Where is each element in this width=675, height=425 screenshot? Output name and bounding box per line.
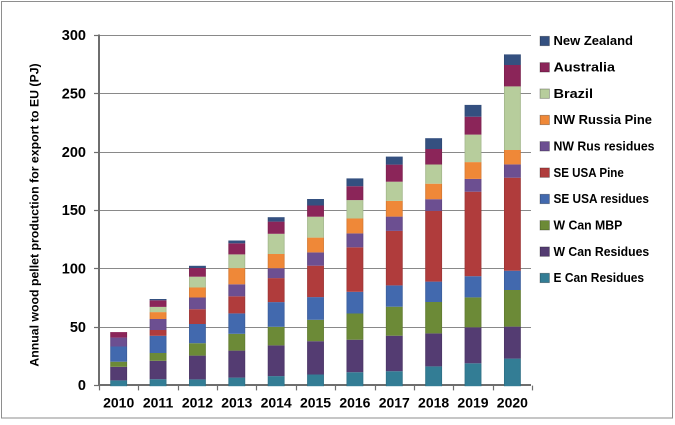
svg-text:2013: 2013 (221, 395, 252, 411)
svg-text:SE USA residues: SE USA residues (554, 191, 649, 206)
svg-text:Brazil: Brazil (554, 86, 594, 101)
svg-text:2020: 2020 (497, 395, 528, 411)
svg-text:E Can Residues: E Can Residues (554, 270, 645, 285)
svg-text:2012: 2012 (182, 395, 213, 411)
svg-text:2016: 2016 (339, 395, 370, 411)
svg-text:250: 250 (62, 87, 86, 103)
svg-text:200: 200 (62, 145, 86, 161)
svg-text:2017: 2017 (379, 395, 410, 411)
svg-text:NW Rus residues: NW Rus residues (554, 139, 655, 154)
svg-text:W Can MBP: W Can MBP (554, 218, 623, 233)
svg-text:Australia: Australia (554, 60, 616, 75)
svg-text:150: 150 (62, 203, 86, 219)
svg-text:0: 0 (78, 378, 86, 394)
svg-text:100: 100 (62, 262, 86, 278)
svg-text:2018: 2018 (418, 395, 449, 411)
svg-text:Annual wood pellet production: Annual wood pellet production for export… (27, 63, 41, 366)
svg-text:New Zealand: New Zealand (554, 33, 634, 48)
svg-text:2015: 2015 (300, 395, 331, 411)
svg-text:NW Russia Pine: NW Russia Pine (554, 112, 653, 127)
svg-text:300: 300 (62, 28, 86, 44)
svg-text:2019: 2019 (457, 395, 488, 411)
svg-text:2011: 2011 (143, 395, 174, 411)
svg-text:2014: 2014 (261, 395, 292, 411)
svg-text:W Can Residues: W Can Residues (554, 244, 650, 259)
svg-text:SE USA Pine: SE USA Pine (554, 165, 624, 180)
svg-text:50: 50 (70, 320, 86, 336)
svg-text:2010: 2010 (103, 395, 134, 411)
